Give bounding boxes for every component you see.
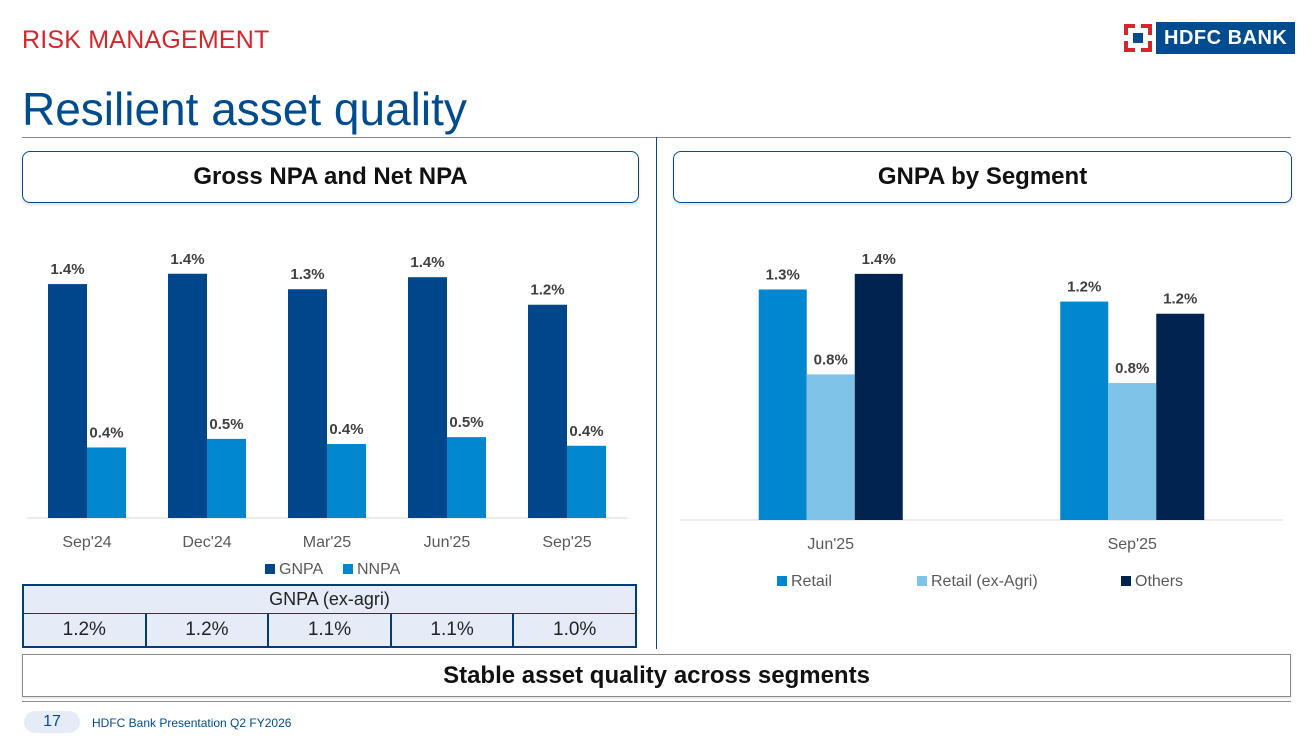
takeaway-banner: Stable asset quality across segments: [22, 654, 1291, 697]
x-tick-label: Mar'25: [303, 534, 352, 551]
gnpa-nnpa-chart: 1.4% 0.4% Sep'24 1.4% 0.5% Dec'24 1.3% 0.4% Mar'…: [27, 251, 627, 578]
bar-others: [854, 273, 903, 520]
data-label: 0.5%: [449, 414, 483, 431]
legend-swatch: [777, 576, 787, 586]
hdfc-logo: HDFC BANK: [1124, 22, 1296, 54]
data-label: 0.8%: [1115, 360, 1149, 377]
bar-gnpa: [288, 289, 327, 518]
data-label: 1.3%: [766, 266, 800, 283]
legend-label: Retail: [791, 573, 832, 590]
gnpa-ex-agri-table: GNPA (ex-agri) 1.2% 1.2% 1.1% 1.1% 1.0%: [22, 584, 637, 648]
data-label: 1.3%: [290, 266, 324, 283]
ex-agri-cell: 1.1%: [269, 614, 392, 646]
legend-label: NNPA: [357, 561, 401, 578]
gnpa-segment-chart: 1.3% 0.8% 1.4% Jun'25 1.2% 0.8% 1.2% Sep'25 Reta…: [680, 251, 1283, 590]
data-label: 1.2%: [1067, 279, 1101, 296]
data-label: 0.4%: [569, 423, 603, 440]
data-label: 1.4%: [170, 251, 204, 268]
bar-nnpa: [87, 447, 126, 518]
bar-gnpa: [408, 277, 447, 518]
left-panel-title: Gross NPA and Net NPA: [22, 151, 639, 203]
bar-gnpa: [168, 273, 207, 518]
gnpa-ex-agri-header: GNPA (ex-agri): [22, 584, 637, 614]
bar-others: [1156, 313, 1205, 520]
hdfc-logo-mark-icon: [1124, 24, 1152, 52]
data-label: 1.2%: [1163, 291, 1197, 308]
data-label: 0.5%: [209, 416, 243, 433]
ex-agri-cell: 1.2%: [24, 614, 147, 646]
bar-nnpa: [207, 438, 246, 518]
data-label: 0.8%: [814, 351, 848, 368]
footer-divider: [22, 701, 1291, 702]
legend-label: Retail (ex-Agri): [931, 573, 1038, 590]
bar-gnpa: [528, 304, 567, 518]
ex-agri-cell: 1.2%: [147, 614, 270, 646]
bar-nnpa: [447, 437, 486, 518]
x-tick-label: Sep'25: [542, 534, 591, 551]
data-label: 1.4%: [410, 254, 444, 271]
presentation-label: HDFC Bank Presentation Q2 FY2026: [92, 716, 292, 730]
x-tick-label: Jun'25: [424, 534, 471, 551]
right-panel-title: GNPA by Segment: [673, 151, 1292, 203]
legend-swatch: [1121, 576, 1131, 586]
legend-swatch: [265, 564, 275, 574]
bar-retail-ex-agri: [1108, 383, 1157, 520]
legend-label: Others: [1135, 573, 1183, 590]
x-tick-label: Sep'25: [1108, 536, 1157, 553]
x-tick-label: Sep'24: [62, 534, 111, 551]
x-tick-label: Dec'24: [182, 534, 231, 551]
legend-swatch: [343, 564, 353, 574]
page-title: Resilient asset quality: [22, 83, 467, 135]
data-label: 1.2%: [530, 282, 564, 299]
bar-nnpa: [327, 444, 366, 518]
hdfc-logo-text: HDFC BANK: [1156, 22, 1296, 54]
bar-retail: [1060, 301, 1109, 520]
bar-gnpa: [48, 284, 87, 518]
legend-label: GNPA: [279, 561, 323, 578]
data-label: 1.4%: [50, 261, 84, 278]
panel-divider: [656, 137, 657, 649]
data-label: 1.4%: [862, 251, 896, 268]
data-label: 0.4%: [89, 424, 123, 441]
x-tick-label: Jun'25: [807, 536, 854, 553]
legend-swatch: [917, 576, 927, 586]
ex-agri-cell: 1.0%: [553, 619, 597, 640]
bar-nnpa: [567, 445, 606, 518]
ex-agri-cell: 1.1%: [392, 614, 515, 646]
bar-retail: [758, 289, 807, 520]
data-label: 0.4%: [329, 421, 363, 438]
section-label: RISK MANAGEMENT: [22, 26, 270, 54]
gnpa-ex-agri-row: 1.2% 1.2% 1.1% 1.1% 1.0%: [22, 614, 637, 648]
bar-retail-ex-agri: [806, 374, 855, 520]
page-number: 17: [24, 711, 80, 733]
